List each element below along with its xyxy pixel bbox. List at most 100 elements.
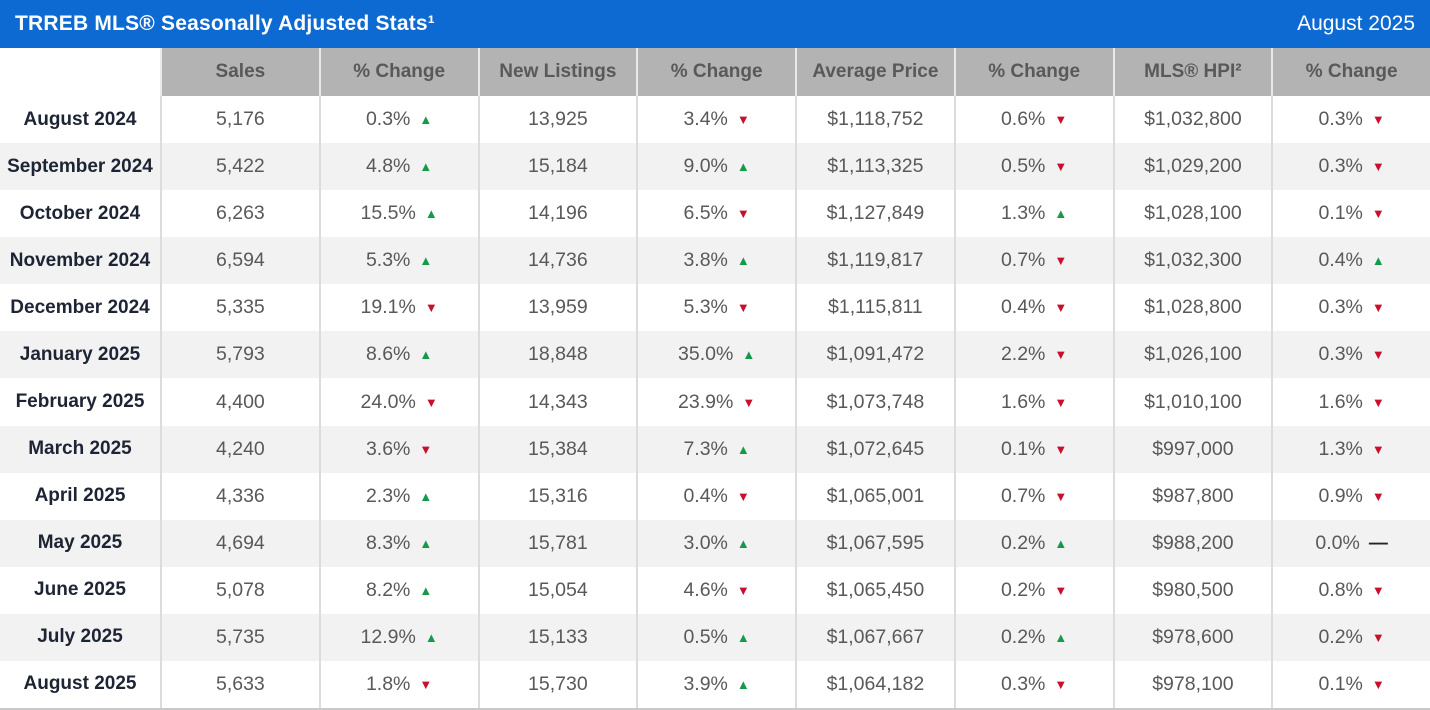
cell-value: $978,600 bbox=[1152, 625, 1234, 648]
down-arrow-icon: ▼ bbox=[1371, 488, 1385, 504]
cell-value: 13,925 bbox=[528, 108, 588, 131]
cell-value: $1,028,100 bbox=[1144, 202, 1242, 225]
cell-value: $1,032,300 bbox=[1144, 249, 1242, 272]
cell-value: 0.3% bbox=[1318, 296, 1363, 319]
pct-change-cell: 0.3% ▼ bbox=[1271, 331, 1430, 379]
value-cell: 6,263 bbox=[160, 190, 319, 238]
pct-change-cell: 0.3% ▲ bbox=[318, 96, 478, 144]
cell-value: 15,316 bbox=[528, 484, 588, 507]
row-label-month: October 2024 bbox=[19, 202, 141, 224]
value-cell: $1,032,800 bbox=[1112, 96, 1272, 144]
cell-value: 4,336 bbox=[215, 484, 265, 507]
up-arrow-icon: ▲ bbox=[419, 347, 433, 363]
row-label-month: March 2025 bbox=[28, 438, 132, 460]
value-cell: $997,000 bbox=[1112, 425, 1272, 473]
pct-change-cell: 0.1% ▼ bbox=[1271, 190, 1430, 238]
up-arrow-icon: ▲ bbox=[736, 629, 750, 645]
cell-value: 1.6% bbox=[1318, 390, 1363, 413]
value-cell: 15,316 bbox=[477, 472, 637, 520]
value-cell: $1,028,100 bbox=[1112, 190, 1272, 238]
down-arrow-icon: ▼ bbox=[1371, 629, 1385, 645]
header-cell: New Listings bbox=[477, 48, 637, 96]
cell-value: 1.3% bbox=[1318, 437, 1363, 460]
cell-value: 15,184 bbox=[528, 155, 588, 178]
pct-change-cell: 4.8% ▲ bbox=[318, 143, 478, 191]
cell-value: 4.8% bbox=[365, 155, 411, 178]
cell-value: 0.3% bbox=[365, 108, 411, 131]
cell-value: 0.1% bbox=[1318, 672, 1363, 695]
cell-value: 15,133 bbox=[528, 625, 588, 648]
pct-change-cell: 23.9% ▼ bbox=[636, 378, 795, 426]
cell-value: $1,091,472 bbox=[826, 343, 925, 366]
cell-value: $1,073,748 bbox=[826, 390, 925, 413]
cell-value: 4.6% bbox=[683, 578, 728, 601]
up-arrow-icon: ▲ bbox=[736, 253, 750, 269]
cell-value: $1,026,100 bbox=[1144, 343, 1242, 366]
cell-value: $978,100 bbox=[1152, 672, 1234, 695]
value-cell: 18,848 bbox=[477, 331, 637, 379]
value-cell: $1,127,849 bbox=[795, 190, 954, 238]
cell-value: 0.1% bbox=[1000, 437, 1046, 460]
value-cell: 15,730 bbox=[477, 660, 637, 709]
pct-change-cell: 0.3% ▼ bbox=[1271, 284, 1430, 332]
value-cell: $987,800 bbox=[1112, 472, 1272, 520]
down-arrow-icon: ▼ bbox=[1054, 300, 1068, 316]
pct-change-cell: 1.6% ▼ bbox=[1271, 378, 1430, 426]
cell-value: 0.3% bbox=[1318, 108, 1363, 131]
pct-change-cell: 5.3% ▲ bbox=[318, 237, 478, 285]
pct-change-cell: 0.4% ▲ bbox=[1271, 237, 1430, 285]
down-arrow-icon: ▼ bbox=[1054, 394, 1068, 410]
row-label-month: June 2025 bbox=[34, 579, 126, 601]
cell-value: 6,594 bbox=[215, 249, 265, 272]
cell-value: 5,335 bbox=[215, 296, 265, 319]
up-arrow-icon: ▲ bbox=[1054, 535, 1068, 551]
cell-value: 0.4% bbox=[683, 484, 728, 507]
down-arrow-icon: ▼ bbox=[1054, 441, 1068, 457]
cell-value: 4,694 bbox=[215, 531, 265, 554]
value-cell: $1,113,325 bbox=[795, 143, 954, 191]
cell-value: 3.0% bbox=[683, 531, 728, 554]
cell-value: $997,000 bbox=[1152, 437, 1234, 460]
cell-value: 0.5% bbox=[683, 625, 728, 648]
pct-change-cell: 19.1% ▼ bbox=[318, 284, 478, 332]
cell-value: 0.0% bbox=[1315, 531, 1360, 554]
header-cell: MLS® HPI² bbox=[1112, 48, 1272, 96]
up-arrow-icon: ▲ bbox=[1371, 253, 1385, 269]
value-cell: $1,028,800 bbox=[1112, 284, 1272, 332]
cell-value: 5,633 bbox=[215, 672, 265, 695]
cell-value: 1.8% bbox=[365, 672, 411, 695]
value-cell: 15,781 bbox=[477, 519, 637, 567]
cell-value: $1,113,325 bbox=[827, 155, 924, 178]
cell-value: 15,384 bbox=[528, 437, 588, 460]
down-arrow-icon: ▼ bbox=[1054, 159, 1068, 175]
value-cell: 15,054 bbox=[477, 566, 637, 614]
pct-change-cell: 2.2% ▼ bbox=[953, 331, 1113, 379]
pct-change-cell: 8.2% ▲ bbox=[318, 566, 478, 614]
cell-value: 15,730 bbox=[528, 672, 588, 695]
down-arrow-icon: ▼ bbox=[1371, 300, 1385, 316]
flat-dash-icon: — bbox=[1368, 532, 1388, 554]
pct-change-cell: 1.3% ▲ bbox=[953, 190, 1113, 238]
table-row: November 2024 6,594 5.3% ▲ 14,736 3.8% ▲ $1,119… bbox=[0, 237, 1430, 285]
value-cell: 4,240 bbox=[160, 425, 319, 473]
cell-value: $1,029,200 bbox=[1144, 155, 1242, 178]
cell-value: $1,028,800 bbox=[1144, 296, 1242, 319]
down-arrow-icon: ▼ bbox=[736, 488, 750, 504]
cell-value: 0.9% bbox=[1318, 484, 1363, 507]
up-arrow-icon: ▲ bbox=[736, 441, 750, 457]
cell-value: $1,065,450 bbox=[826, 578, 925, 601]
value-cell: $978,100 bbox=[1112, 660, 1272, 709]
cell-value: 9.0% bbox=[683, 155, 728, 178]
table-row: April 2025 4,336 2.3% ▲ 15,316 0.4% ▼ $1,065,00… bbox=[0, 472, 1430, 520]
cell-value: 0.7% bbox=[1000, 484, 1046, 507]
table-body: August 2024 5,176 0.3% ▲ 13,925 3.4% ▼ $1,118,7… bbox=[0, 96, 1430, 709]
up-arrow-icon: ▲ bbox=[419, 488, 433, 504]
value-cell: 5,422 bbox=[160, 143, 319, 191]
cell-value: 6.5% bbox=[683, 202, 728, 225]
pct-change-cell: 1.6% ▼ bbox=[953, 378, 1113, 426]
value-cell: 5,633 bbox=[160, 660, 319, 709]
cell-value: $1,065,001 bbox=[826, 484, 925, 507]
cell-value: $1,064,182 bbox=[826, 672, 925, 695]
pct-change-cell: 3.0% ▲ bbox=[636, 519, 795, 567]
row-label-month: July 2025 bbox=[37, 626, 123, 648]
